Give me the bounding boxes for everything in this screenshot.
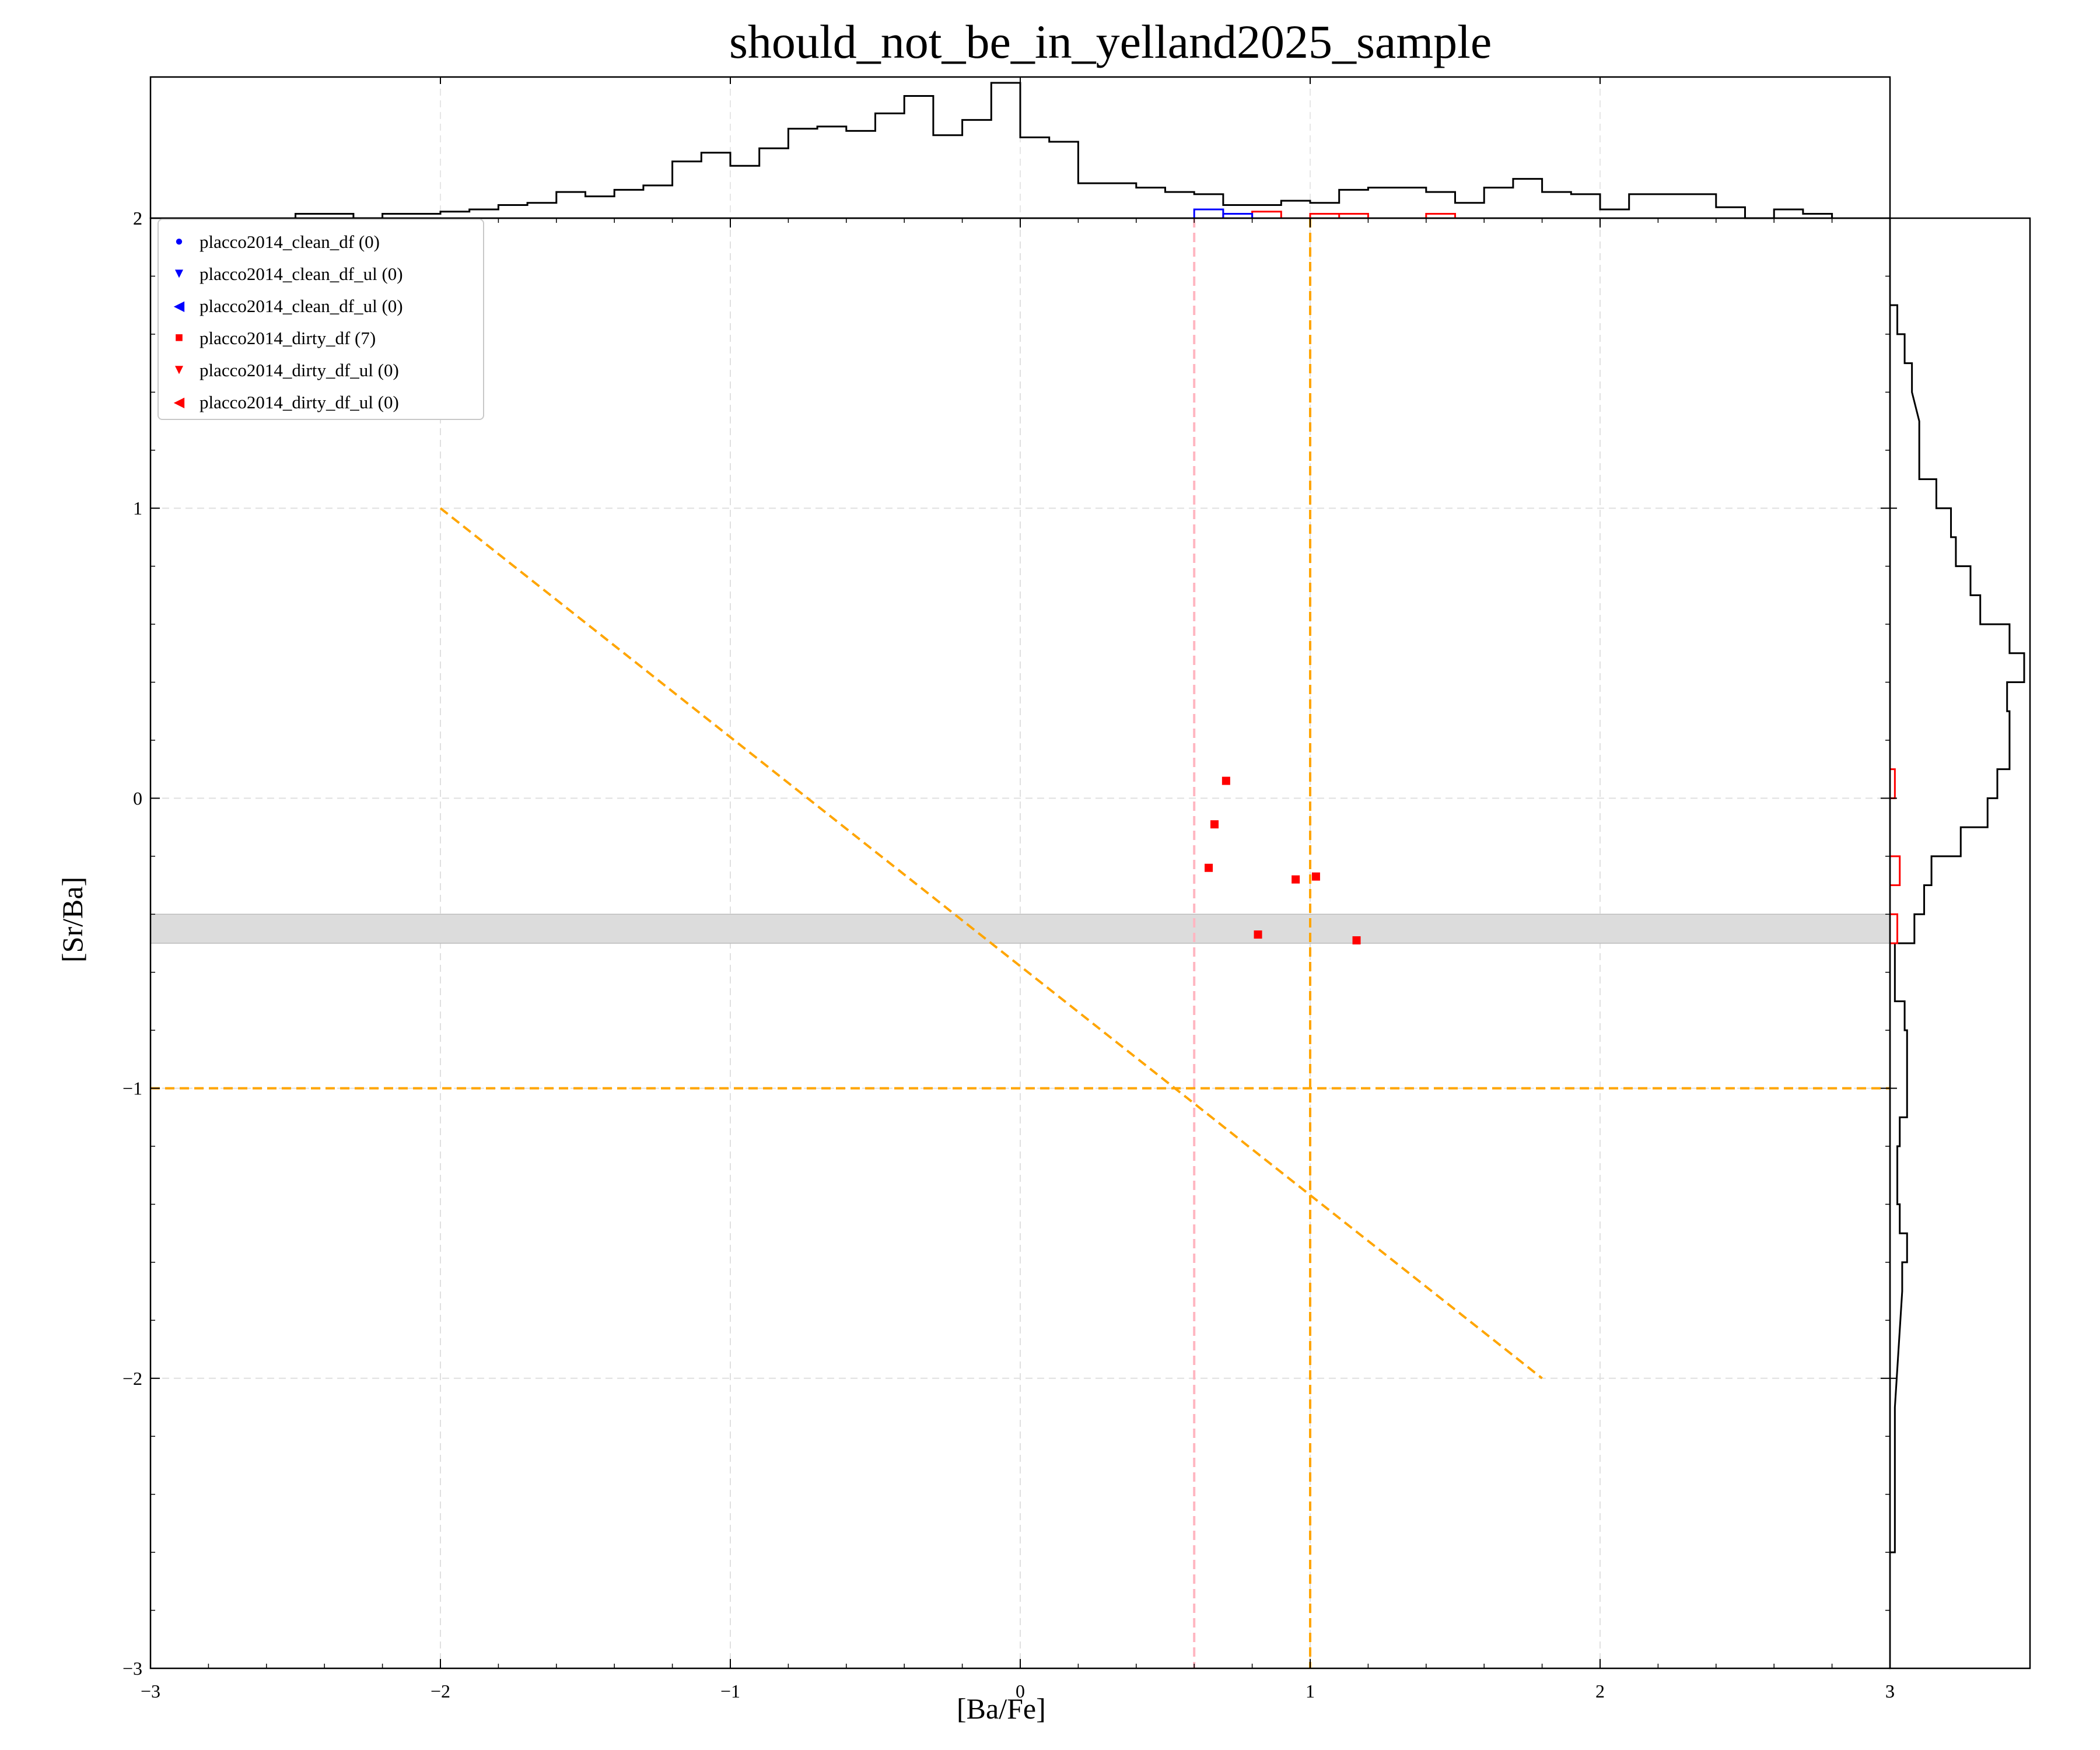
x-tick-label: −1 bbox=[720, 1681, 740, 1702]
data-point bbox=[1210, 820, 1219, 829]
legend: ● placco2014_clean_df (0) ▼ placco2014_clea… bbox=[158, 219, 484, 420]
top-histogram-red bbox=[1222, 211, 1456, 218]
legend-item: ◀ placco2014_clean_df_ul (0) bbox=[159, 290, 483, 322]
x-axis-label: [Ba/Fe] bbox=[957, 1692, 1046, 1725]
legend-label: placco2014_clean_df_ul (0) bbox=[200, 263, 403, 284]
y-tick-label: 0 bbox=[133, 788, 142, 808]
x-tick-label: 2 bbox=[1595, 1681, 1605, 1702]
legend-marker-icon: ◀ bbox=[173, 395, 185, 410]
legend-label: placco2014_clean_df_ul (0) bbox=[200, 295, 403, 316]
y-tick-label: −3 bbox=[123, 1658, 142, 1679]
legend-item: ▼ placco2014_clean_df_ul (0) bbox=[159, 258, 483, 290]
top-histogram-blue bbox=[1193, 208, 1254, 218]
legend-item: ■ placco2014_dirty_df (7) bbox=[159, 322, 483, 354]
right-histogram-red bbox=[1890, 768, 1901, 944]
legend-label: placco2014_dirty_df_ul (0) bbox=[200, 391, 399, 412]
legend-marker-icon: ▼ bbox=[172, 266, 186, 281]
y-axis-label: [Sr/Ba] bbox=[56, 876, 89, 963]
x-tick-label: 0 bbox=[1016, 1681, 1025, 1702]
data-point bbox=[1311, 872, 1320, 881]
shaded-band bbox=[150, 914, 1891, 944]
legend-marker-icon: ◀ bbox=[173, 299, 185, 314]
x-tick-label: 1 bbox=[1306, 1681, 1315, 1702]
data-point bbox=[1205, 863, 1213, 872]
x-tick-label: 3 bbox=[1885, 1681, 1895, 1702]
right-hist-x-label: 3 bbox=[1885, 1681, 1895, 1702]
y-tick-label: 1 bbox=[133, 498, 142, 519]
data-point bbox=[1222, 776, 1230, 785]
legend-item: ◀ placco2014_dirty_df_ul (0) bbox=[159, 386, 483, 418]
top-histogram-black bbox=[295, 82, 1833, 219]
legend-label: placco2014_dirty_df_ul (0) bbox=[200, 359, 399, 380]
legend-item: ● placco2014_clean_df (0) bbox=[159, 226, 483, 258]
legend-label: placco2014_clean_df (0) bbox=[200, 231, 380, 252]
right-histogram-black bbox=[1890, 304, 2025, 1553]
y-tick-label: 2 bbox=[133, 208, 142, 229]
legend-marker-icon: ▼ bbox=[172, 362, 186, 377]
data-point bbox=[1292, 875, 1300, 884]
x-tick-label: −2 bbox=[430, 1681, 450, 1702]
reference-line-segment bbox=[439, 507, 1543, 1380]
legend-marker-icon: ■ bbox=[174, 330, 184, 345]
top-hist-y-label: 2 bbox=[133, 208, 142, 229]
right-histogram-frame bbox=[1889, 217, 2031, 1670]
x-tick-label: −3 bbox=[141, 1681, 160, 1702]
y-tick-label: −1 bbox=[123, 1078, 142, 1099]
data-point bbox=[1352, 936, 1361, 945]
legend-label: placco2014_dirty_df (7) bbox=[200, 327, 376, 348]
y-tick-label: −2 bbox=[123, 1368, 142, 1389]
legend-item: ▼ placco2014_dirty_df_ul (0) bbox=[159, 354, 483, 386]
legend-marker-icon: ● bbox=[174, 234, 184, 249]
data-point bbox=[1254, 930, 1262, 939]
